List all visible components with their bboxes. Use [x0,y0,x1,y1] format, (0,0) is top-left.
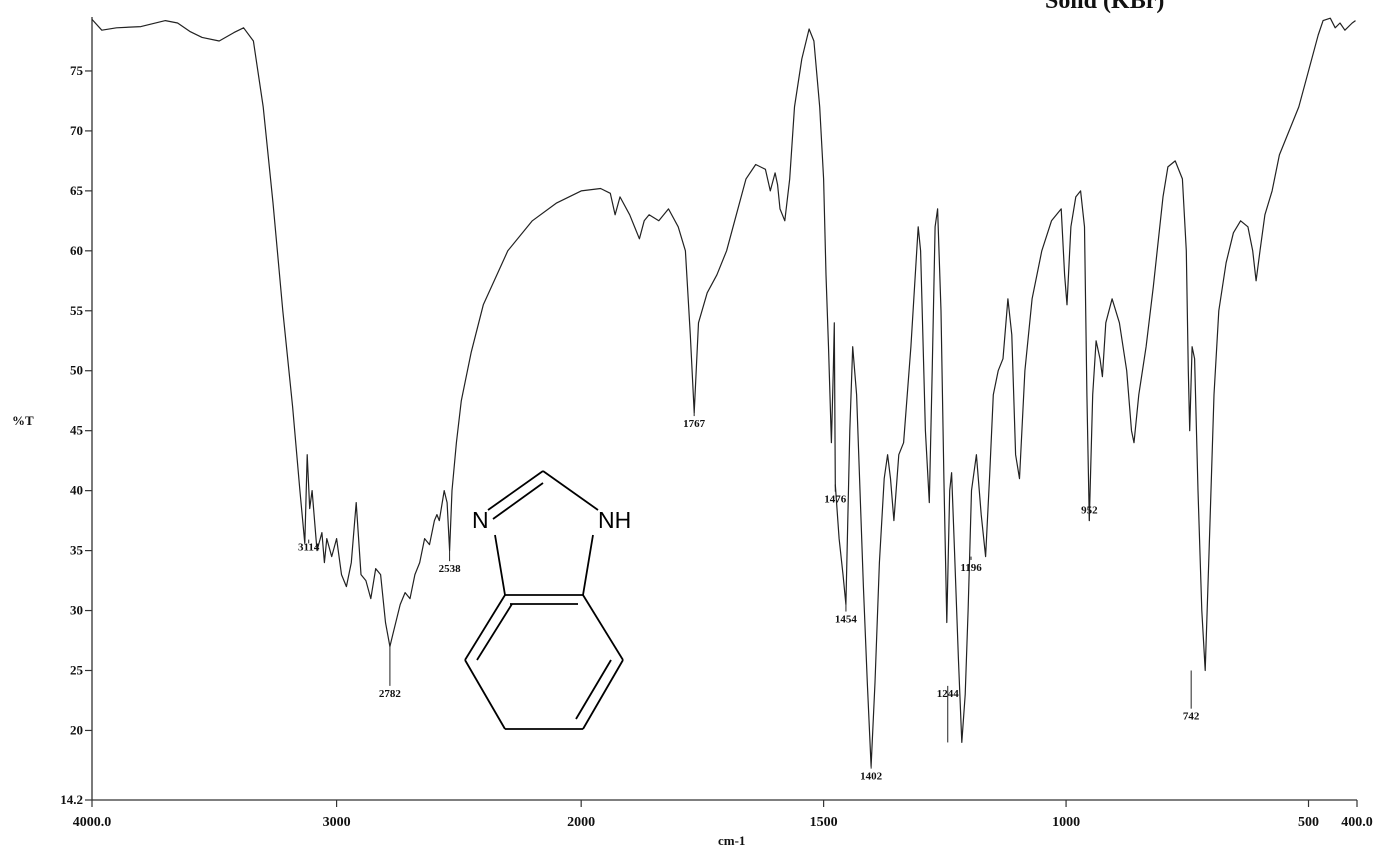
y-tick-label: 45 [70,423,84,438]
y-tick-label: 55 [70,303,84,318]
peak-label: 1196 [960,562,982,574]
y-tick-label: 70 [70,123,83,138]
benzimidazole-structure [464,470,624,730]
y-tick-label: 50 [70,363,83,378]
y-tick-label: 40 [70,483,83,498]
peak-label: 952 [1081,504,1098,516]
y-axis-ticks: 14.2 20 25 30 35 40 45 50 55 60 65 70 75 [60,63,92,807]
nitrogen-atom-label: N [472,507,489,533]
peak-label: 2538 [439,563,462,575]
nh-atom-label: NH [598,507,631,533]
bond [582,659,624,730]
x-tick-label: 400.0 [1341,815,1373,830]
bond [582,594,624,661]
x-tick-label: 3000 [323,815,351,830]
bond [464,659,506,730]
y-tick-label: 60 [70,243,83,258]
y-axis-title: %T [12,413,34,428]
peak-label: 3114 [298,542,320,554]
bond [487,470,544,511]
x-tick-label: 4000.0 [73,815,112,830]
y-tick-label: 35 [70,543,84,558]
y-tick-label: 30 [70,603,83,618]
bond [494,534,506,596]
peak-label: 1767 [683,418,706,430]
x-tick-label: 500 [1298,815,1319,830]
axes [91,17,1357,801]
bond [476,603,513,661]
spectrum-series [91,17,1356,767]
peak-label: 1402 [860,771,883,783]
y-tick-label: 65 [70,183,84,198]
x-axis-ticks: 4000.0 3000 2000 1500 1000 500 400.0 [73,800,1373,830]
peak-labels: 3114 2782 2538 1767 1476 1454 1402 1244 1196 952 7… [298,412,1200,783]
x-tick-label: 1500 [810,815,838,830]
y-tick-label: 25 [70,662,84,677]
y-tick-label: 14.2 [60,792,83,807]
y-tick-label: 75 [70,63,84,78]
peak-label: 1476 [824,494,847,506]
x-tick-label: 1000 [1052,815,1080,830]
y-tick-label: 20 [70,722,83,737]
peak-label: 1454 [835,614,858,626]
bond [575,659,612,720]
spectrum-line [91,17,1356,767]
peak-label: 742 [1183,711,1200,723]
peak-label: 2782 [379,688,402,700]
bond [492,482,544,520]
x-axis-title: cm-1 [718,833,745,848]
x-tick-label: 2000 [567,815,595,830]
peak-label: 1244 [937,688,960,700]
bond [464,594,506,661]
bond [582,534,594,596]
page-title: Solid (KBr) [1045,0,1164,14]
bond [542,470,599,511]
